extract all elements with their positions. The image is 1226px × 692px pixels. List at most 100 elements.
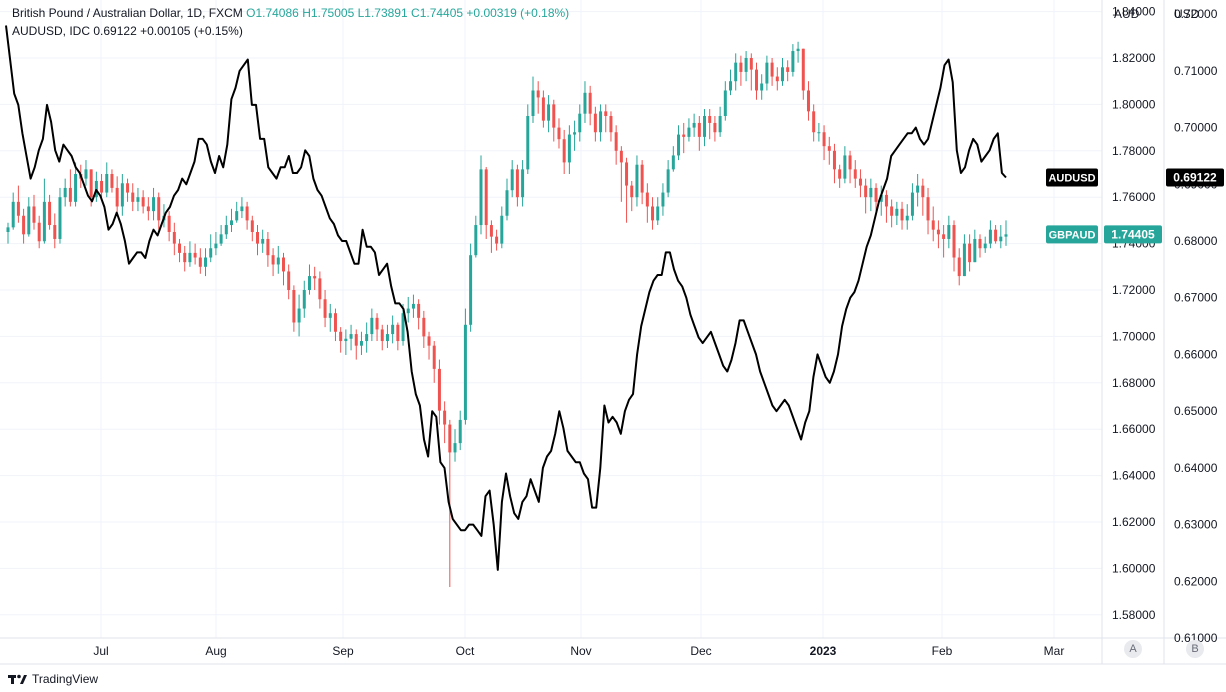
x-tick-label: Dec [690, 644, 711, 658]
candle-body [422, 317, 426, 337]
candle-body [354, 334, 358, 346]
candle-body [240, 206, 244, 212]
candle-body [630, 185, 634, 198]
candle-body [22, 215, 26, 235]
candle-body [370, 317, 374, 335]
candle-body [37, 222, 41, 242]
tradingview-brand[interactable]: TradingView [8, 672, 98, 686]
legend-l-label: L [357, 6, 365, 20]
candle-body [292, 290, 296, 323]
candle-body [806, 90, 810, 112]
candle-body [89, 169, 93, 198]
candle-body [791, 51, 795, 72]
candle-body [453, 443, 457, 453]
candle-body [276, 257, 280, 265]
candle-body [172, 232, 176, 244]
candle-body [209, 248, 213, 258]
candle-body [53, 225, 57, 239]
legend-value: 0.69122 [93, 24, 137, 38]
candle-body [68, 187, 72, 202]
candle-body [146, 206, 150, 212]
candle-body [765, 62, 769, 84]
candle-body [16, 201, 20, 216]
candle-body [843, 155, 847, 179]
left-tick-label: 1.78000 [1112, 144, 1156, 158]
candle-body [235, 211, 239, 221]
candle-body [677, 134, 681, 156]
left-tick-label: 1.82000 [1112, 51, 1156, 65]
candle-body [541, 97, 545, 121]
candle-body [573, 132, 577, 135]
candle-body [599, 111, 603, 133]
candle-body [708, 116, 712, 123]
candle-body [261, 238, 265, 244]
candle-body [510, 169, 514, 191]
candle-body [625, 162, 629, 186]
left-tick-label: 1.76000 [1112, 190, 1156, 204]
candle-body [905, 215, 909, 221]
audusd-line [5, 25, 1007, 571]
candle-body [42, 201, 46, 242]
candle-body [526, 116, 530, 170]
candle-body [193, 252, 197, 258]
candle-body [224, 225, 228, 235]
candle-body [718, 116, 722, 133]
candle-body [385, 334, 389, 342]
candle-body [183, 252, 187, 263]
candle-body [339, 331, 343, 342]
candle-body [131, 192, 135, 202]
audusd-price-tag-label: 0.69122 [1173, 171, 1217, 185]
candle-body [614, 132, 618, 151]
candle-body [697, 122, 701, 137]
candle-body [890, 206, 894, 216]
gbpaud-name-tag-label: GBPAUD [1049, 229, 1096, 241]
candle-body [443, 410, 447, 425]
candle-body [739, 62, 743, 72]
candle-body [666, 169, 670, 193]
candle-body [645, 192, 649, 207]
candle-body [968, 243, 972, 263]
candle-body [723, 90, 727, 116]
candle-body [256, 232, 259, 244]
candle-body [879, 194, 883, 202]
right-tick-label: 0.66000 [1174, 347, 1218, 361]
candle-body [136, 197, 140, 202]
gbpaud-name-tag [1046, 225, 1098, 244]
brand-name: TradingView [32, 672, 99, 686]
left-tick-label: 1.72000 [1112, 283, 1156, 297]
candle-body [110, 174, 114, 188]
candle-body [214, 243, 218, 249]
candle-body [656, 206, 660, 221]
candle-body [521, 169, 525, 198]
candle-body [489, 225, 493, 237]
candle-body [318, 278, 322, 300]
x-tick-label: 2023 [810, 644, 837, 658]
candle-body [864, 185, 868, 198]
candle-body [957, 257, 961, 277]
candle-body [853, 169, 857, 179]
candle-body [562, 139, 566, 163]
legend-change: +0.00105 (+0.15%) [140, 24, 243, 38]
candle-body [178, 243, 182, 253]
candle-body [63, 187, 67, 198]
candle-body [48, 201, 52, 226]
auto-scale-button[interactable]: A [1124, 640, 1142, 658]
candle-body [729, 81, 733, 91]
candle-body [983, 243, 987, 249]
right-scale-button[interactable]: B [1186, 640, 1204, 658]
candle-body [437, 368, 441, 411]
candle-body [588, 92, 592, 114]
candle-body [297, 308, 301, 323]
candle-body [884, 194, 888, 207]
candle-body [333, 313, 337, 332]
candle-body [635, 164, 639, 198]
candle-body [74, 174, 78, 202]
legend-high: 1.75005 [310, 6, 355, 20]
right-tick-label: 0.62000 [1174, 574, 1218, 588]
right-tick-label: 0.61000 [1174, 631, 1218, 645]
legend-open: 1.74086 [255, 6, 299, 20]
candle-body [931, 220, 935, 230]
left-tick-label: 1.70000 [1112, 329, 1156, 343]
candle-body [84, 169, 88, 179]
